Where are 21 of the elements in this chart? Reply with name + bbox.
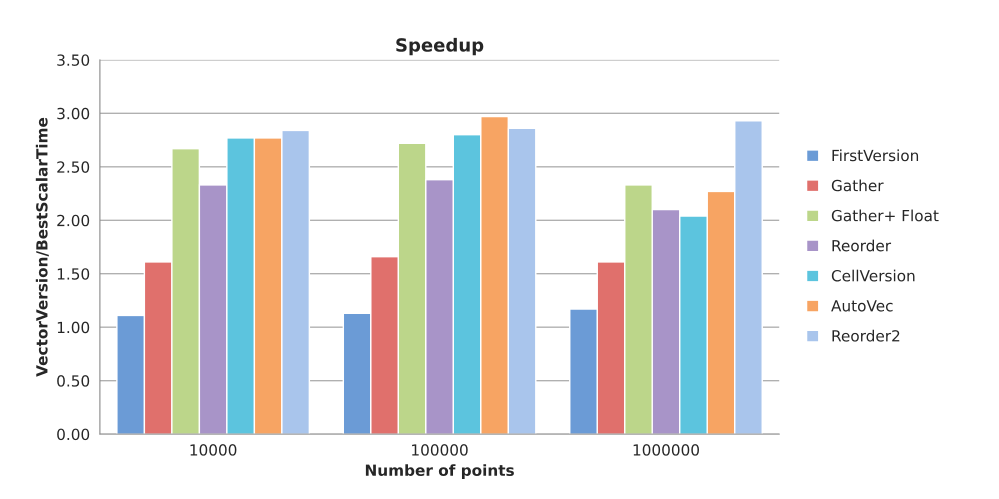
y-tick-label: 1.50	[58, 268, 90, 280]
chart-title: Speedup	[396, 38, 484, 56]
y-tick-label: 0.50	[57, 375, 90, 387]
x-tick-label: 1000000	[634, 444, 700, 456]
legend-label: Reorder2	[832, 330, 900, 342]
y-tick-label: 0.00	[57, 428, 90, 440]
x-axis-title: Number of points	[366, 464, 514, 479]
legend-label: Gather+ Float	[832, 210, 939, 222]
legend-label: Gather	[832, 179, 884, 192]
y-tick-label: 3.50	[57, 54, 90, 66]
y-tick-label: 1.00	[58, 322, 90, 334]
y-tick-label: 2.00	[57, 214, 90, 226]
legend-label: Reorder	[832, 240, 892, 252]
x-tick-label: 100000	[412, 444, 468, 456]
legend-label: FirstVersion	[832, 149, 918, 162]
legend-label: AutoVec	[831, 300, 893, 312]
y-tick-label: 2.50	[57, 161, 90, 173]
legend-label: CellVersion	[832, 270, 914, 282]
x-tick-label: 10000	[190, 444, 236, 456]
y-tick-label: 3.00	[57, 108, 90, 120]
y-axis-title: VectorVersion/BestScalarTime	[36, 118, 49, 377]
